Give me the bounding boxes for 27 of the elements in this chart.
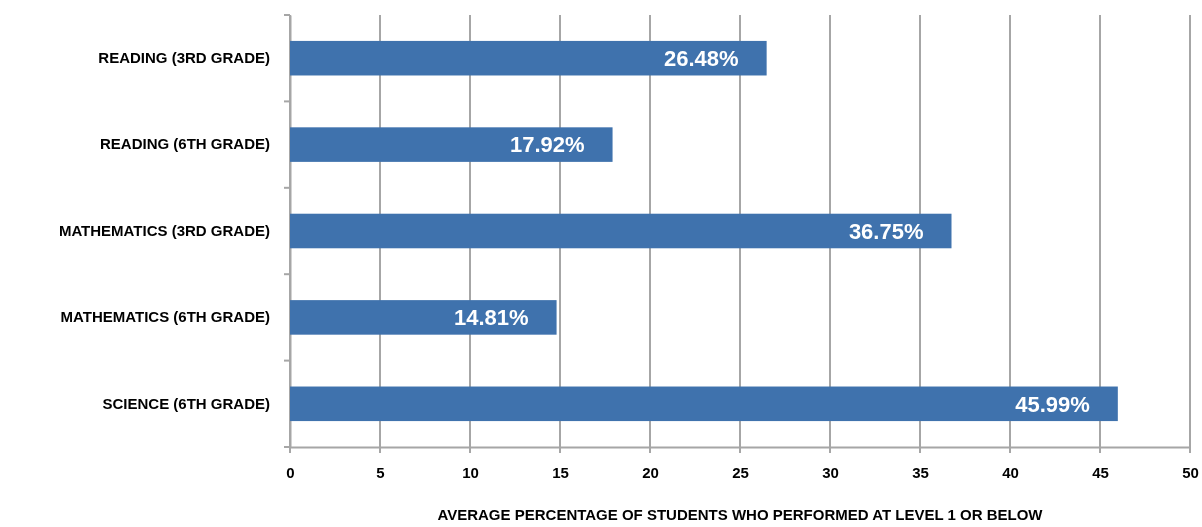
x-tick-label: 30 xyxy=(822,463,839,481)
x-tick-label: 0 xyxy=(286,463,295,481)
x-tick-label: 40 xyxy=(1002,463,1019,481)
x-tick-label: 45 xyxy=(1092,463,1109,481)
data-label: 45.99% xyxy=(1015,391,1090,417)
x-tick-label: 10 xyxy=(462,463,479,481)
data-label: 14.81% xyxy=(453,305,529,331)
x-tick-label: 25 xyxy=(732,463,749,481)
bar xyxy=(290,386,1118,422)
x-tick-label: 20 xyxy=(642,463,659,481)
y-tick-label: MATHEMATICS (6TH GRADE) xyxy=(60,308,270,326)
y-tick-label: MATHEMATICS (3RD GRADE) xyxy=(58,221,270,239)
bar xyxy=(290,127,613,162)
x-tick-label: 5 xyxy=(376,463,385,481)
bar xyxy=(290,40,767,76)
y-tick-label: SCIENCE (6TH GRADE) xyxy=(102,394,270,412)
data-label: 26.48% xyxy=(664,45,739,71)
data-label: 36.75% xyxy=(848,218,924,244)
x-tick-label: 35 xyxy=(912,463,929,481)
bar xyxy=(290,300,557,335)
y-tick-label: READING (3RD GRADE) xyxy=(98,49,270,66)
x-tick-label: 15 xyxy=(552,463,569,481)
x-axis-title: AVERAGE PERCENTAGE OF STUDENTS WHO PERFORMED AT LEVEL 1 OR BELOW xyxy=(437,506,1044,523)
x-tick-label: 50 xyxy=(1182,463,1199,481)
bar xyxy=(290,213,952,249)
y-tick-label: READING (6TH GRADE) xyxy=(99,135,270,153)
data-label: 17.92% xyxy=(509,132,585,158)
